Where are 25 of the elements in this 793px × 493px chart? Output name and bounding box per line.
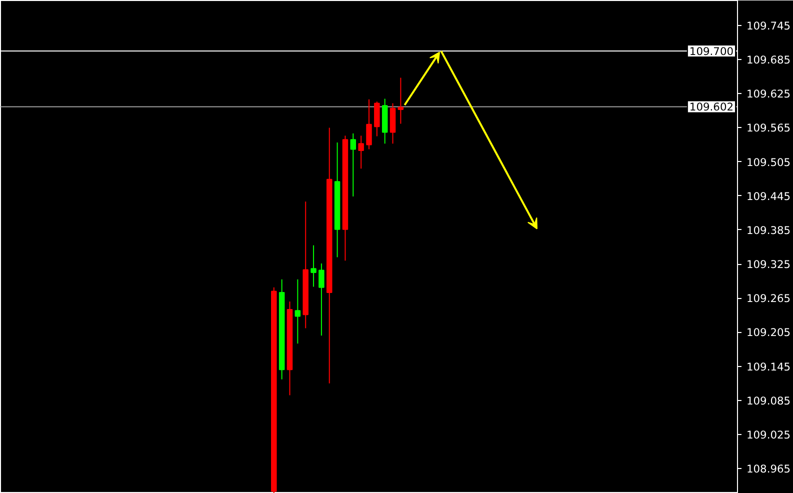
candlestick: [350, 132, 356, 197]
candlestick: [310, 244, 316, 288]
y-tick-label: 109.085: [746, 394, 791, 408]
y-tick-label: 109.025: [746, 428, 791, 442]
y-tick-label: 109.685: [746, 54, 791, 67]
candlestick: [318, 262, 324, 336]
y-tick-label: 109.265: [746, 292, 791, 306]
candlestick: [366, 98, 372, 150]
y-tick-label: 109.625: [746, 88, 791, 101]
ref-line-label: 109.700: [689, 45, 734, 58]
y-tick-label: 109.565: [746, 122, 791, 135]
ref-line-label: 109.602: [689, 100, 734, 114]
y-tick-label: 109.325: [746, 258, 791, 272]
candlestick: [398, 77, 404, 124]
candlestick: [358, 135, 364, 170]
candlestick: [374, 101, 380, 137]
y-tick-label: 109.745: [746, 19, 791, 32]
y-tick-label: 109.445: [746, 190, 791, 203]
candlestick: [294, 278, 301, 344]
y-tick-label: 109.145: [746, 360, 791, 374]
y-tick-label: 109.505: [746, 156, 791, 169]
candlestick: [390, 102, 396, 144]
y-tick-label: 108.965: [746, 462, 791, 476]
y-tick-label: 109.385: [746, 224, 791, 237]
y-tick-label: 109.205: [746, 326, 791, 340]
